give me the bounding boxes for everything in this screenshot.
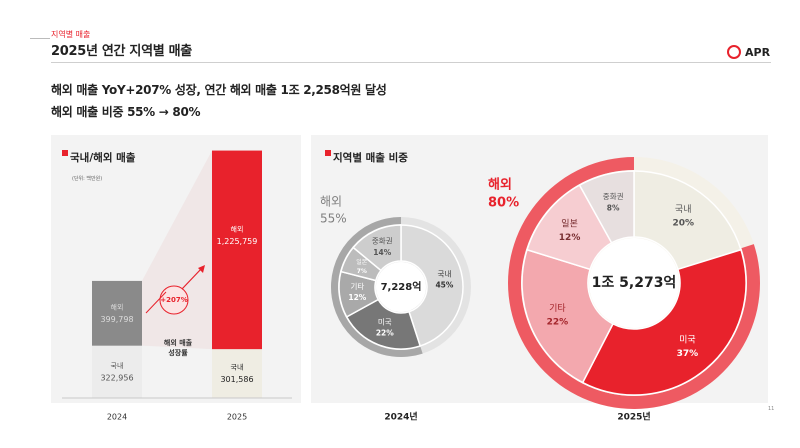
- x-tick-2024: 2024: [107, 413, 127, 422]
- bar-label-overseas-value-2025: 1,225,759: [217, 237, 258, 246]
- section-label: 지역별 매출: [51, 30, 91, 39]
- growth-circle: [159, 285, 189, 315]
- donut-2025-overseas-value: 80%: [488, 196, 519, 211]
- bar-label-domestic-name-2024: 국내: [111, 361, 124, 370]
- growth-rate-label: +207%: [160, 296, 188, 304]
- donut-2024-label-name-us: 미국: [378, 317, 392, 326]
- donut-2025-label-name-us: 미국: [679, 334, 696, 345]
- header-divider: [51, 62, 771, 63]
- donut-2024-label-name-greater-china: 중화권: [372, 237, 393, 246]
- donut-2025-label-name-other: 기타: [549, 303, 566, 314]
- donut-2025-overseas-label: 해외: [488, 177, 512, 193]
- growth-caption-line2: 성장률: [168, 348, 188, 357]
- brand-logo: APR: [727, 45, 770, 59]
- bar-chart-title: 국내/해외 매출: [61, 150, 136, 164]
- summary-line-2: 해외 매출 비중 55% → 80%: [51, 105, 201, 119]
- donut-2024-label-value-greater-china: 14%: [373, 248, 391, 257]
- bar-label-domestic-name-2025: 국내: [231, 363, 244, 372]
- bar-label-overseas-name-2024: 해외: [111, 302, 124, 311]
- donut-2024-label-value-domestic: 45%: [435, 281, 453, 290]
- growth-arrow-line: [181, 267, 203, 290]
- donut-2025-label-value-japan: 12%: [559, 233, 581, 243]
- donut-2024-overseas-value: 55%: [320, 212, 347, 226]
- bar-overseas-2025: [212, 150, 262, 350]
- donut-2024-label-value-japan: 7%: [357, 268, 367, 275]
- bar-chart-unit-note: (단위: 백만원): [72, 176, 103, 182]
- page-title: 2025년 연간 지역별 매출: [51, 44, 192, 59]
- donut-2025-slice-other: [521, 248, 614, 384]
- donut-2025-slice-domestic: [633, 170, 742, 271]
- bar-overseas-2024: [92, 280, 142, 346]
- bar-domestic-2024: [92, 345, 142, 398]
- donut-2025-center-hole: [589, 238, 679, 328]
- bar-label-domestic-value-2025: 301,586: [220, 375, 253, 384]
- donut-2024-label-value-other: 12%: [348, 293, 366, 302]
- donut-2024-overseas-label: 해외: [320, 195, 342, 209]
- summary-line-1: 해외 매출 YoY+207% 성장, 연간 해외 매출 1조 2,258억원 달…: [51, 83, 387, 97]
- donut-2025-label-value-other: 22%: [547, 317, 569, 327]
- donut-2025-center-label: 1조 5,273억: [592, 275, 677, 291]
- donut-2024-label-name-other: 기타: [350, 282, 364, 291]
- page-number: 11: [768, 406, 775, 412]
- donut-2024-label-name-japan: 일본: [356, 258, 368, 266]
- donut-2024-center-label: 7,228억: [381, 281, 422, 293]
- donut-2025-slice-us: [581, 248, 747, 396]
- donut-2025-label-value-domestic: 20%: [672, 218, 694, 228]
- donut-chart-title: 지역별 매출 비중: [325, 150, 408, 164]
- donut-2025-label-name-japan: 일본: [561, 218, 578, 229]
- donut-2024-slice-us: [345, 298, 422, 350]
- donut-2025-label-value-greater-china: 8%: [607, 203, 620, 212]
- bar-domestic-2025: [212, 349, 262, 398]
- donut-2025-label-name-greater-china: 중화권: [603, 192, 624, 201]
- donut-2024-label-name-domestic: 국내: [438, 269, 452, 278]
- x-tick-2025: 2025: [227, 413, 247, 422]
- growth-caption-line1: 해외 매출: [164, 338, 193, 347]
- bar-label-overseas-name-2025: 해외: [231, 225, 244, 234]
- donut-2024-slice-greater-china: [352, 224, 402, 272]
- growth-arrow-tail: [145, 291, 167, 314]
- donut-2024-year-label: 2024년: [384, 411, 417, 423]
- donut-2025-label-name-domestic: 국내: [675, 204, 692, 215]
- growth-shade: [142, 150, 212, 350]
- bar-label-overseas-value-2024: 399,798: [100, 315, 133, 324]
- donut-2024-label-value-us: 22%: [376, 329, 394, 338]
- donut-2024-slice-domestic: [400, 224, 464, 347]
- header-rule-left: [30, 38, 50, 39]
- donut-2025-year-label: 2025년: [617, 411, 650, 423]
- logo-text: APR: [745, 45, 771, 59]
- logo-ring-icon: [727, 45, 741, 59]
- growth-arrow-head: [198, 265, 205, 273]
- donut-2025-slice-greater-china: [578, 170, 635, 244]
- donut-2025-label-value-us: 37%: [677, 349, 699, 359]
- donut-2024-center-hole: [376, 262, 426, 312]
- bar-label-domestic-value-2024: 322,956: [100, 373, 133, 382]
